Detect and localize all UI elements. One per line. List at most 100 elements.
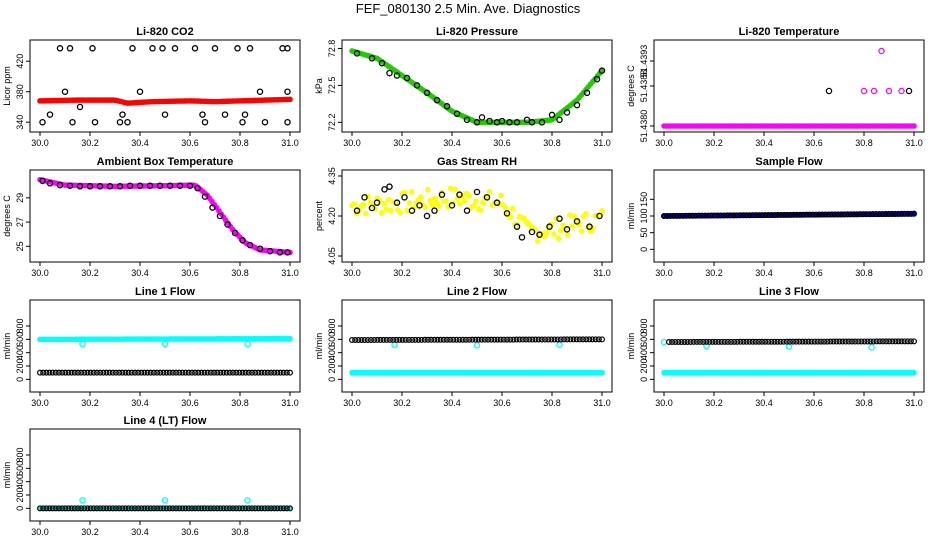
data-point bbox=[399, 336, 406, 343]
data-point bbox=[870, 87, 878, 95]
data-point bbox=[869, 211, 876, 218]
data-point bbox=[783, 338, 790, 345]
x-tick-label: 31.0 bbox=[593, 398, 611, 408]
data-point bbox=[857, 211, 864, 218]
data-point bbox=[423, 89, 431, 97]
data-point bbox=[812, 211, 819, 218]
data-point bbox=[759, 212, 766, 219]
data-point bbox=[93, 369, 100, 376]
plot-frame bbox=[29, 39, 301, 133]
data-point bbox=[838, 211, 845, 218]
data-point bbox=[160, 505, 167, 512]
data-point bbox=[848, 338, 855, 345]
data-point bbox=[59, 369, 66, 376]
data-point bbox=[854, 211, 861, 218]
data-point bbox=[252, 369, 259, 376]
data-point bbox=[150, 369, 157, 376]
y-tick-label: 4.35 bbox=[327, 167, 337, 185]
data-point bbox=[824, 338, 831, 345]
data-point bbox=[870, 338, 877, 345]
series-dense bbox=[349, 48, 605, 126]
data-point bbox=[374, 336, 381, 343]
data-point bbox=[817, 338, 824, 345]
data-point bbox=[443, 198, 449, 204]
data-point bbox=[475, 336, 482, 343]
data-point bbox=[266, 247, 274, 255]
data-point bbox=[43, 505, 50, 512]
data-point bbox=[898, 87, 905, 95]
y-tick-label: 200 bbox=[15, 487, 25, 502]
data-point bbox=[679, 212, 686, 219]
data-point bbox=[69, 118, 76, 126]
x-tick-label: 31.0 bbox=[281, 527, 299, 537]
data-point bbox=[198, 369, 205, 376]
data-point bbox=[154, 505, 161, 512]
data-point bbox=[443, 336, 450, 343]
y-tick-label: 0 bbox=[639, 247, 649, 252]
data-point bbox=[703, 338, 710, 345]
data-point bbox=[774, 338, 781, 345]
data-point bbox=[103, 505, 110, 512]
chart-title: Line 2 Flow bbox=[447, 286, 507, 298]
y-axis-label: kPa bbox=[314, 78, 324, 94]
data-point bbox=[483, 194, 491, 201]
data-point bbox=[596, 212, 603, 220]
data-point bbox=[578, 228, 585, 234]
chart-title: Line 1 Flow bbox=[135, 286, 195, 298]
data-point bbox=[401, 194, 408, 201]
series-cyan-dips bbox=[391, 341, 563, 349]
data-point bbox=[885, 210, 892, 217]
data-point bbox=[665, 339, 672, 346]
x-tick-label: 30.2 bbox=[81, 527, 99, 537]
data-point bbox=[571, 213, 578, 220]
data-point bbox=[497, 336, 504, 343]
data-point bbox=[128, 369, 135, 376]
data-point bbox=[796, 338, 803, 345]
data-point bbox=[223, 369, 230, 376]
y-tick-label: 420 bbox=[15, 54, 25, 69]
data-point bbox=[396, 336, 403, 343]
data-point bbox=[362, 210, 369, 217]
data-point bbox=[198, 505, 205, 512]
data-point bbox=[119, 505, 126, 512]
data-point bbox=[271, 505, 278, 512]
y-tick-label: 0 bbox=[15, 377, 25, 382]
data-point bbox=[96, 183, 104, 190]
series-line bbox=[660, 210, 917, 220]
data-point bbox=[563, 226, 571, 233]
data-point bbox=[233, 369, 240, 376]
data-point bbox=[129, 45, 136, 52]
y-tick-label: 400 bbox=[15, 345, 25, 360]
data-point bbox=[393, 72, 401, 79]
data-point bbox=[447, 336, 454, 343]
x-tick-label: 30.4 bbox=[131, 138, 149, 148]
data-point bbox=[176, 182, 184, 189]
data-point bbox=[424, 186, 431, 193]
data-point bbox=[456, 336, 463, 343]
data-point bbox=[437, 336, 444, 343]
data-point bbox=[131, 369, 138, 376]
data-point bbox=[755, 338, 762, 345]
y-tick-label: 0 bbox=[639, 377, 649, 382]
x-tick-label: 30.2 bbox=[81, 268, 99, 278]
data-point bbox=[898, 210, 905, 217]
data-point bbox=[473, 119, 481, 126]
data-point bbox=[195, 369, 202, 376]
data-point bbox=[825, 87, 833, 95]
data-point bbox=[667, 212, 674, 219]
series-line bbox=[349, 336, 605, 344]
chart-title: Sample Flow bbox=[755, 156, 823, 168]
data-point bbox=[59, 505, 66, 512]
data-point bbox=[403, 74, 411, 82]
x-tick-label: 30.6 bbox=[493, 398, 511, 408]
data-point bbox=[249, 505, 256, 512]
data-point bbox=[352, 336, 359, 343]
y-tick-label: 29 bbox=[15, 193, 25, 203]
data-point bbox=[408, 189, 415, 195]
data-point bbox=[878, 47, 885, 55]
data-point bbox=[252, 505, 259, 512]
x-tick-label: 30.2 bbox=[393, 138, 411, 148]
data-point bbox=[502, 205, 509, 211]
data-point bbox=[141, 505, 148, 512]
data-point bbox=[453, 336, 460, 343]
